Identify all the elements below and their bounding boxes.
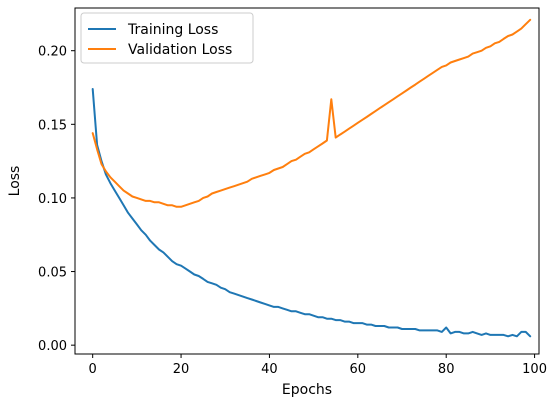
y-tick-label: 0.00 xyxy=(38,339,67,354)
y-tick-label: 0.05 xyxy=(38,266,67,281)
ticks-layer: 0 20 40 60 80 100 0.00 0.05 0.10 0.15 0.20 xyxy=(38,45,547,377)
x-tick-label: 20 xyxy=(173,362,190,377)
x-tick-label: 40 xyxy=(261,362,278,377)
x-tick-label: 100 xyxy=(522,362,547,377)
series-layer xyxy=(91,18,532,338)
legend-label-validation-loss: Validation Loss xyxy=(128,42,232,58)
series-line-training-loss xyxy=(91,88,532,338)
legend-box xyxy=(80,12,254,64)
legend-label-training-loss: Training Loss xyxy=(127,22,218,38)
x-tick-label: 80 xyxy=(438,362,455,377)
plot-frame xyxy=(74,7,540,355)
x-tick-label: 0 xyxy=(89,362,97,377)
x-axis-title: Epochs xyxy=(282,382,332,398)
y-tick-label: 0.20 xyxy=(38,45,67,60)
y-tick-label: 0.15 xyxy=(38,118,67,133)
legend: Training Loss Validation Loss xyxy=(80,12,254,64)
y-tick-label: 0.10 xyxy=(38,192,67,207)
x-tick-label: 60 xyxy=(350,362,367,377)
series-line-validation-loss xyxy=(91,18,532,208)
y-axis-title: Loss xyxy=(7,166,23,197)
